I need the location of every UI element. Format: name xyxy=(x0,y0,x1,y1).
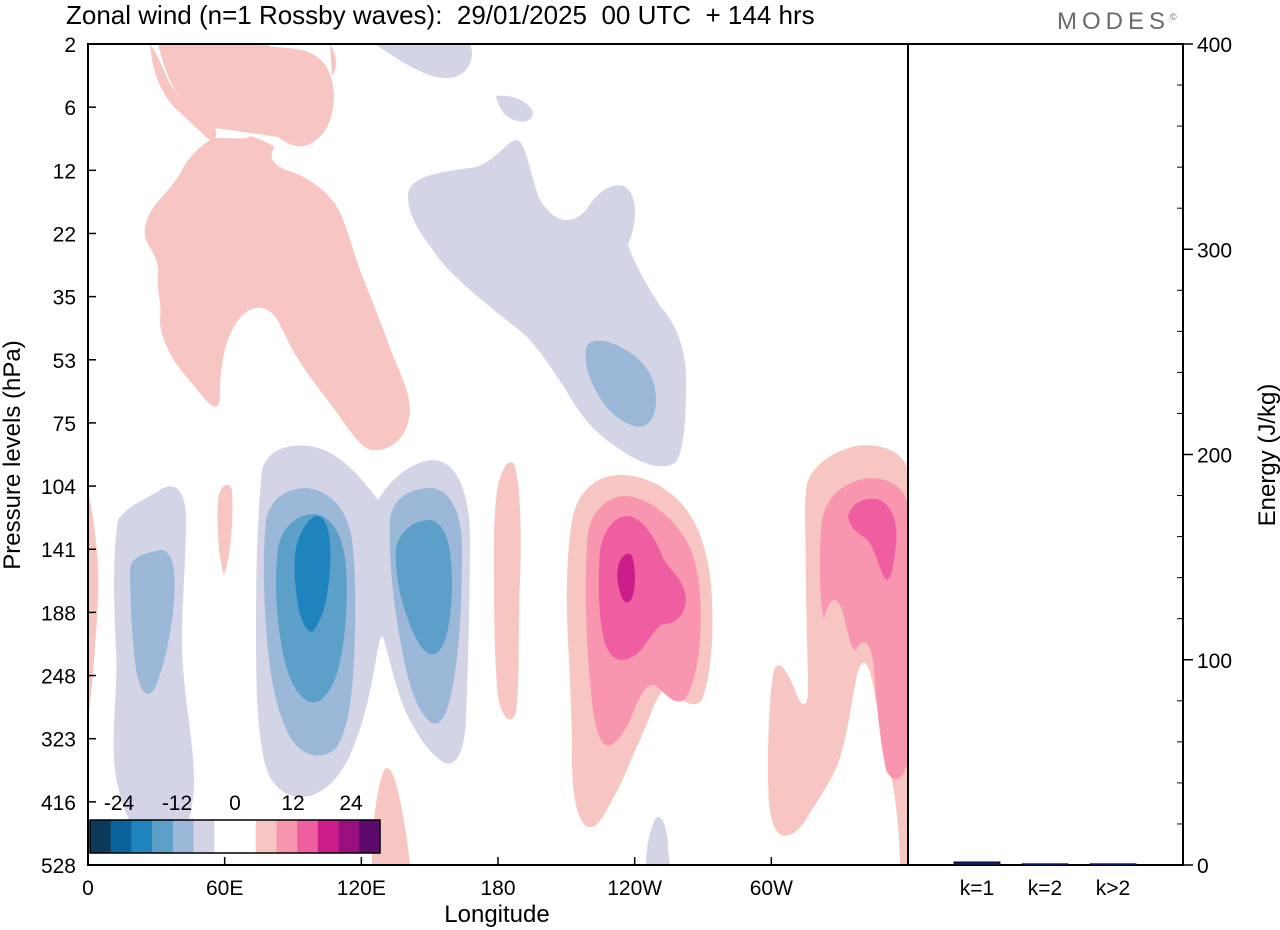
colorbar-tick-label: -12 xyxy=(162,792,192,815)
contour-positive-60e xyxy=(217,485,233,575)
energy-tick-label: 100 xyxy=(1197,650,1232,673)
y-tick-label: 12 xyxy=(53,160,76,183)
contour-negative-core-b xyxy=(395,520,452,655)
contour-negative-core xyxy=(585,340,656,427)
x-tick-label: 60W xyxy=(750,877,793,900)
energy-bar xyxy=(1021,863,1069,866)
colorbar-swatch xyxy=(193,820,215,853)
energy-bar-label: k>2 xyxy=(1096,877,1130,900)
y-tick-label: 2 xyxy=(64,34,76,57)
y-tick-label: 188 xyxy=(41,602,76,625)
colorbar-swatch xyxy=(235,820,257,853)
logo-mark: © xyxy=(1170,12,1177,22)
x-axis: 0 60E 120E 180 120W 60W xyxy=(82,857,793,900)
colorbar-swatch xyxy=(359,820,381,853)
energy-tick-label: 400 xyxy=(1197,34,1232,57)
colorbar-swatch xyxy=(110,820,132,853)
colorbar-swatch xyxy=(297,820,319,853)
energy-bar xyxy=(1089,863,1137,866)
colorbar-swatch xyxy=(317,820,340,853)
contour-negative-upper xyxy=(375,44,472,79)
contour-negative-small xyxy=(496,95,533,122)
colorbar-swatch xyxy=(152,820,174,853)
y-tick-label: 35 xyxy=(53,287,76,310)
contour-positive-60w-core xyxy=(848,498,897,580)
x-tick-label: 120E xyxy=(337,877,386,900)
x-tick-label: 180 xyxy=(480,877,515,900)
contour-positive-120w-core xyxy=(598,516,686,660)
colorbar-swatch xyxy=(214,820,236,853)
colorbar-tick-label: -24 xyxy=(104,792,135,815)
y-tick-label: 22 xyxy=(53,223,76,246)
y-tick-label: 416 xyxy=(41,792,76,815)
colorbar-swatch xyxy=(131,820,153,853)
y-axis: 2 6 12 22 35 53 75 104 141 188 248 323 416 528 xyxy=(41,34,96,878)
y-tick-label: 53 xyxy=(53,350,76,373)
energy-bar-labels: k=1 k=2 k>2 xyxy=(960,877,1130,900)
colorbar-swatch xyxy=(276,820,298,853)
contour-positive-120e-bottom xyxy=(372,768,410,865)
logo-text: MODES xyxy=(1057,8,1171,35)
y-tick-label: 141 xyxy=(41,539,76,562)
energy-tick-label: 200 xyxy=(1197,445,1232,468)
contour-positive-column xyxy=(144,44,410,451)
colorbar-tick-label: 0 xyxy=(229,792,241,815)
contour-negative-core-c xyxy=(294,516,331,632)
energy-bars xyxy=(953,861,1137,866)
y-tick-label: 6 xyxy=(64,97,76,120)
x-tick-label: 0 xyxy=(82,877,94,900)
colorbar-swatch xyxy=(172,820,195,853)
colorbar-tick-label: 12 xyxy=(281,792,304,815)
x-tick-label: 120W xyxy=(607,877,662,900)
colorbar-swatch xyxy=(90,820,112,853)
energy-bar-label: k=1 xyxy=(960,877,994,900)
x-tick-label: 60E xyxy=(206,877,243,900)
contour-negative-30e-core xyxy=(130,550,175,694)
colorbar-swatch xyxy=(338,820,360,853)
contour-field xyxy=(88,44,908,865)
contour-positive-180 xyxy=(494,462,521,720)
y-tick-label: 528 xyxy=(41,855,76,878)
colorbar: -24 -12 0 12 24 xyxy=(89,792,381,854)
energy-axis: 0 100 200 300 400 xyxy=(1177,34,1232,878)
energy-tick-label: 300 xyxy=(1197,239,1232,262)
chart-title: Zonal wind (n=1 Rossby waves): 29/01/202… xyxy=(66,0,815,30)
x-axis-title: Longitude xyxy=(444,901,549,928)
contour-positive-left xyxy=(88,490,99,720)
contour-negative-bottom xyxy=(646,816,670,865)
colorbar-swatch xyxy=(255,820,277,853)
energy-tick-label: 0 xyxy=(1197,855,1209,878)
contour-positive-120w-peak xyxy=(617,553,635,603)
energy-bar xyxy=(953,861,1001,866)
energy-plot-frame xyxy=(907,43,1184,866)
y-tick-label: 248 xyxy=(41,666,76,689)
y-tick-label: 104 xyxy=(41,476,76,499)
colorbar-tick-label: 24 xyxy=(339,792,363,815)
energy-bar-label: k=2 xyxy=(1028,877,1062,900)
energy-axis-title: Energy (J/kg) xyxy=(1254,384,1280,527)
colorbar-frame xyxy=(89,819,381,854)
y-tick-label: 323 xyxy=(41,729,76,752)
modes-logo: MODES© xyxy=(1057,8,1177,36)
y-axis-title: Pressure levels (hPa) xyxy=(0,340,26,569)
y-tick-label: 75 xyxy=(53,413,76,436)
